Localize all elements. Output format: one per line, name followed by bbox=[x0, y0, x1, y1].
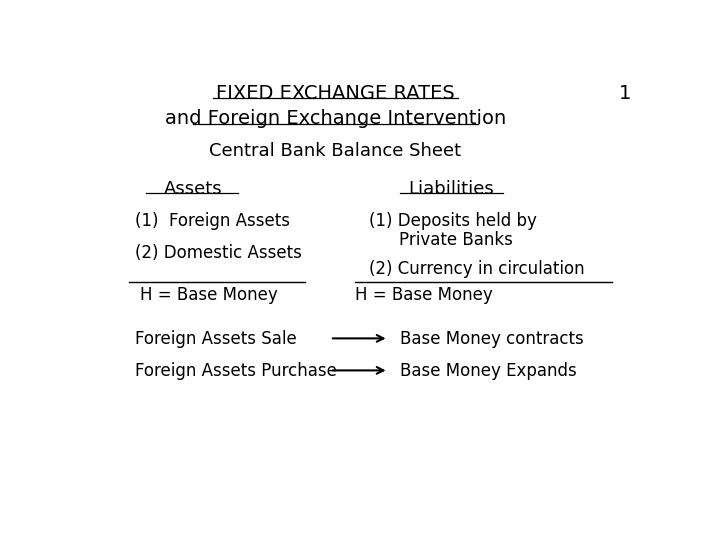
Text: Base Money Expands: Base Money Expands bbox=[400, 362, 577, 380]
Text: Foreign Assets Purchase: Foreign Assets Purchase bbox=[135, 362, 336, 380]
Text: H = Base Money: H = Base Money bbox=[355, 286, 492, 304]
Text: Base Money contracts: Base Money contracts bbox=[400, 330, 583, 348]
Text: FIXED EXCHANGE RATES: FIXED EXCHANGE RATES bbox=[216, 84, 455, 103]
Text: (1)  Foreign Assets: (1) Foreign Assets bbox=[135, 212, 289, 231]
Text: (2) Currency in circulation: (2) Currency in circulation bbox=[369, 260, 585, 278]
Text: Assets: Assets bbox=[164, 180, 222, 198]
Text: Central Bank Balance Sheet: Central Bank Balance Sheet bbox=[210, 141, 462, 160]
Text: Private Banks: Private Banks bbox=[399, 231, 513, 249]
Text: Foreign Assets Sale: Foreign Assets Sale bbox=[135, 330, 297, 348]
Text: Liabilities: Liabilities bbox=[409, 180, 495, 198]
Text: (1) Deposits held by: (1) Deposits held by bbox=[369, 212, 537, 231]
Text: H = Base Money: H = Base Money bbox=[140, 286, 278, 304]
Text: 1: 1 bbox=[619, 84, 631, 103]
Text: and Foreign Exchange Intervention: and Foreign Exchange Intervention bbox=[165, 109, 506, 129]
Text: (2) Domestic Assets: (2) Domestic Assets bbox=[135, 245, 302, 262]
